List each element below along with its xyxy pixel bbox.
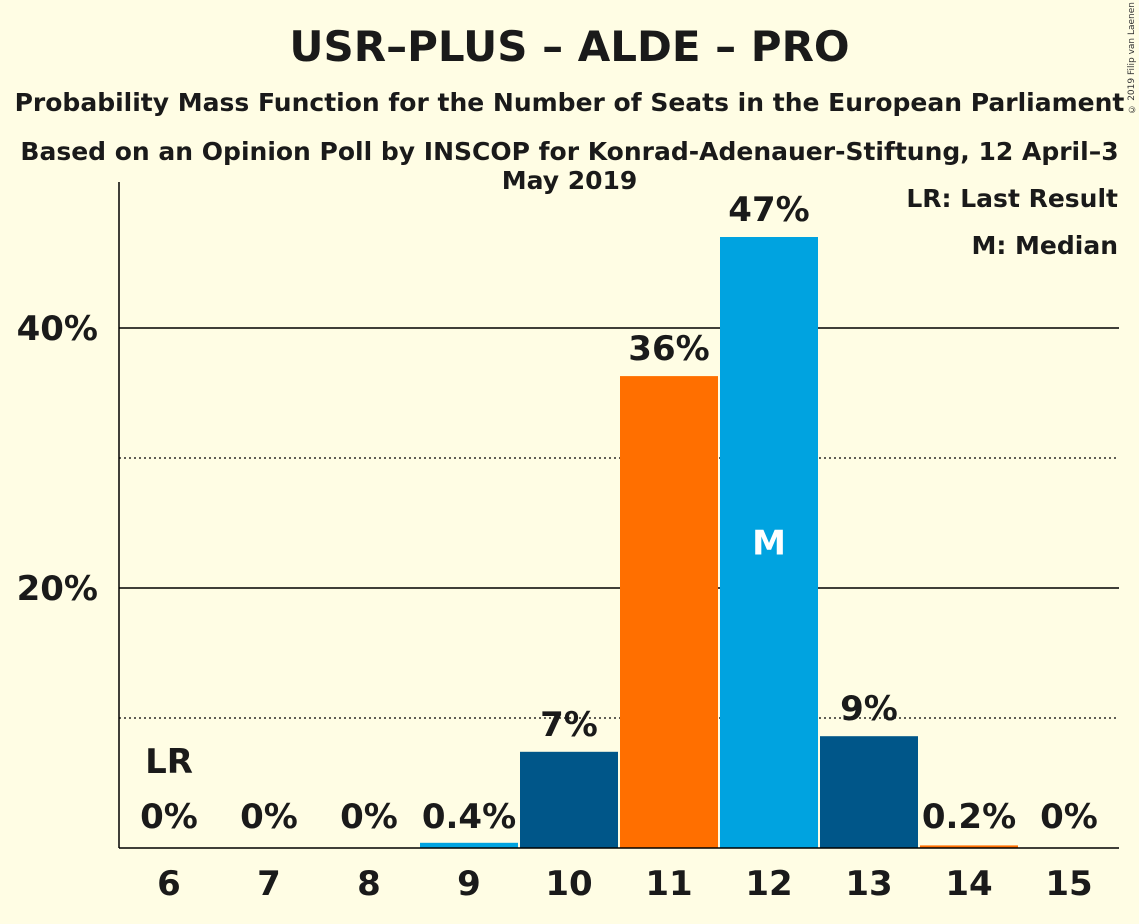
legend-median: M: Median — [971, 231, 1118, 260]
last-result-marker: LR — [145, 742, 193, 782]
data-label-7: 0% — [240, 797, 298, 837]
bar-12 — [720, 237, 818, 848]
chart-source-subtitle: Based on an Opinion Poll by INSCOP for K… — [20, 137, 1119, 195]
data-label-15: 0% — [1040, 797, 1098, 837]
x-tick-label: 14 — [945, 864, 992, 904]
x-tick-label: 7 — [257, 864, 281, 904]
data-label-12: 47% — [728, 190, 809, 230]
y-tick-label: 20% — [17, 569, 98, 609]
x-tick-label: 9 — [457, 864, 481, 904]
data-label-10: 7% — [540, 705, 598, 745]
bar-13 — [820, 736, 918, 848]
chart-title: USR–PLUS – ALDE – PRO — [289, 22, 850, 71]
median-marker: M — [752, 524, 786, 564]
x-tick-label: 11 — [645, 864, 692, 904]
bar-10 — [520, 751, 618, 848]
x-tick-label: 15 — [1045, 864, 1092, 904]
chart-subtitle: Probability Mass Function for the Number… — [14, 88, 1125, 117]
y-tick-label: 40% — [17, 309, 98, 349]
bar-9 — [420, 842, 518, 848]
x-tick-label: 12 — [745, 864, 792, 904]
data-label-8: 0% — [340, 797, 398, 837]
data-label-6: 0% — [140, 797, 198, 837]
legend-last-result: LR: Last Result — [906, 184, 1118, 213]
x-tick-label: 10 — [545, 864, 592, 904]
data-label-9: 0.4% — [422, 797, 516, 837]
data-label-11: 36% — [628, 329, 709, 369]
x-tick-label: 8 — [357, 864, 381, 904]
x-tick-label: 13 — [845, 864, 892, 904]
data-label-14: 0.2% — [922, 797, 1016, 837]
data-label-13: 9% — [840, 689, 898, 729]
x-tick-label: 6 — [157, 864, 181, 904]
bar-11 — [620, 376, 718, 848]
bar-14 — [920, 845, 1018, 848]
